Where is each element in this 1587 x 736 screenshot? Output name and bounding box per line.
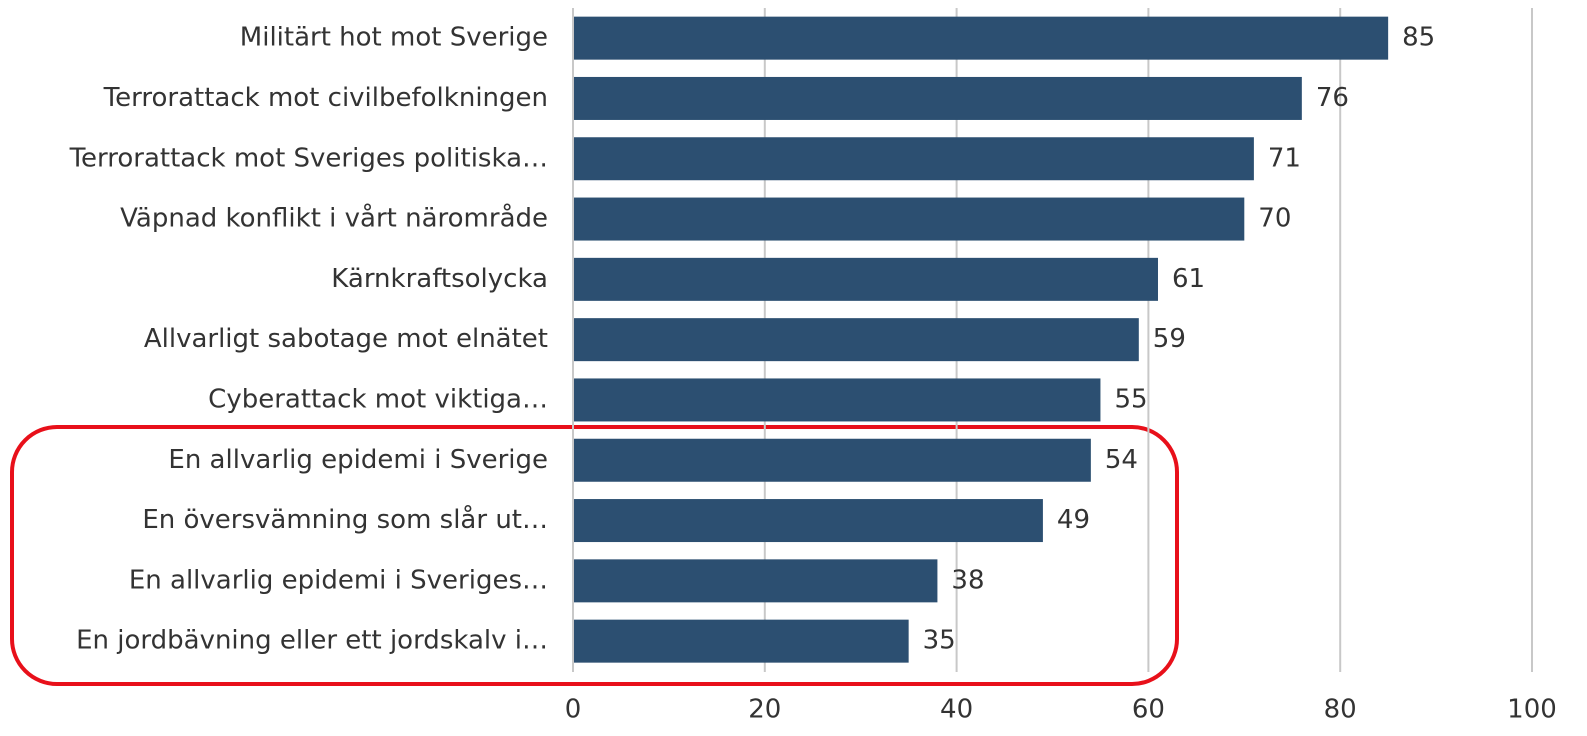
y-tick-label: Terrorattack mot civilbefolkningen xyxy=(103,83,548,113)
y-tick-label: En översvämning som slår ut… xyxy=(142,504,548,535)
data-label: 49 xyxy=(1057,505,1090,535)
bar xyxy=(573,76,1302,120)
y-tick-label: Kärnkraftsolycka xyxy=(331,264,548,294)
x-tick-label: 40 xyxy=(940,695,973,725)
x-tick-label: 80 xyxy=(1324,695,1357,725)
y-tick-label: Cyberattack mot viktiga… xyxy=(208,384,548,414)
bar xyxy=(573,137,1254,181)
data-label: 61 xyxy=(1172,264,1205,294)
data-label: 35 xyxy=(923,626,956,656)
bar xyxy=(573,197,1245,241)
y-tick-label: En allvarlig epidemi i Sverige xyxy=(168,445,548,475)
data-label: 76 xyxy=(1316,83,1349,113)
bar xyxy=(573,438,1091,482)
data-label: 59 xyxy=(1153,324,1186,354)
bar xyxy=(573,499,1043,543)
data-label: 55 xyxy=(1114,384,1147,414)
x-tick-label: 0 xyxy=(565,695,582,725)
bar xyxy=(573,16,1389,60)
data-label: 71 xyxy=(1268,143,1301,173)
bar xyxy=(573,318,1139,362)
y-tick-label: En allvarlig epidemi i Sveriges… xyxy=(129,565,548,595)
data-label: 38 xyxy=(951,565,984,595)
y-tick-label: Väpnad konflikt i vårt närområde xyxy=(120,203,548,234)
highlight-box xyxy=(10,425,1179,686)
y-tick-label: Terrorattack mot Sveriges politiska… xyxy=(69,143,548,173)
data-label: 54 xyxy=(1105,445,1138,475)
y-tick-label: Militärt hot mot Sverige xyxy=(240,23,548,53)
x-tick-label: 60 xyxy=(1132,695,1165,725)
data-label: 85 xyxy=(1402,23,1435,53)
bar xyxy=(573,257,1158,301)
data-label: 70 xyxy=(1258,204,1291,234)
bar xyxy=(573,559,938,603)
bar xyxy=(573,378,1101,422)
y-tick-label: En jordbävning eller ett jordskalv i… xyxy=(76,626,548,656)
y-tick-label: Allvarligt sabotage mot elnätet xyxy=(144,324,548,354)
x-tick-label: 100 xyxy=(1507,695,1557,725)
bar xyxy=(573,619,909,663)
x-tick-label: 20 xyxy=(748,695,781,725)
